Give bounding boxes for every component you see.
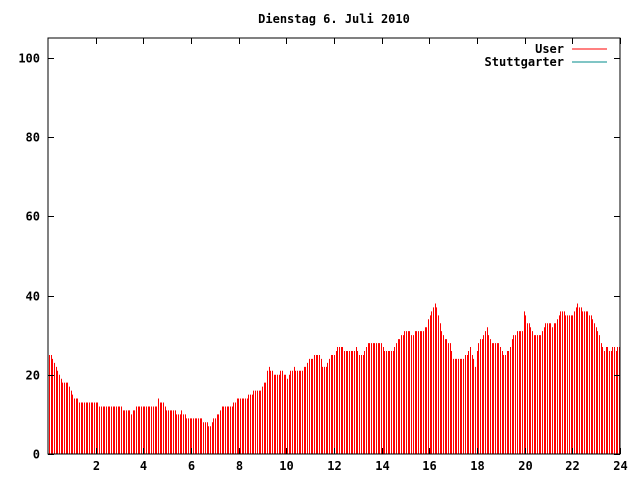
chart-title: Dienstag 6. Juli 2010 xyxy=(258,12,410,26)
x-tick-label: 4 xyxy=(140,459,147,473)
x-tick-label: 6 xyxy=(188,459,195,473)
x-tick-label: 22 xyxy=(565,459,579,473)
legend: User Stuttgarter xyxy=(485,42,607,69)
x-tick-label: 18 xyxy=(470,459,484,473)
x-tick-label: 14 xyxy=(375,459,389,473)
x-tick-label: 12 xyxy=(327,459,341,473)
y-tick-label: 100 xyxy=(18,52,40,66)
legend-label-user: User xyxy=(535,42,564,56)
y-tick-label: 80 xyxy=(26,131,40,145)
x-tick-label: 2 xyxy=(93,459,100,473)
x-tick-label: 10 xyxy=(279,459,293,473)
y-tick-label: 0 xyxy=(33,448,40,462)
y-tick-label: 40 xyxy=(26,290,40,304)
x-tick-label: 8 xyxy=(236,459,243,473)
x-tick-label: 16 xyxy=(422,459,436,473)
legend-label-stuttgarter: Stuttgarter xyxy=(485,55,564,69)
bars-group xyxy=(49,303,620,454)
y-tick-label: 20 xyxy=(26,369,40,383)
y-tick-label: 60 xyxy=(26,210,40,224)
x-tick-label: 20 xyxy=(518,459,532,473)
x-tick-label: 24 xyxy=(613,459,627,473)
